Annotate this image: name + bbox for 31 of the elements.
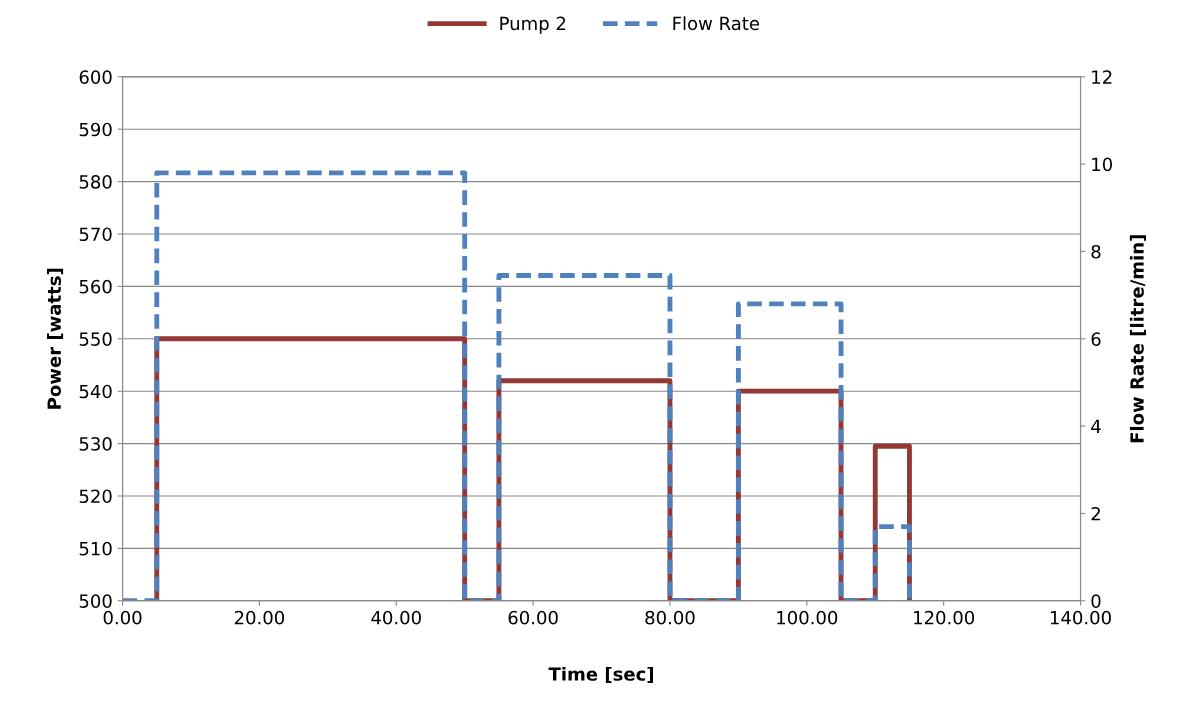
y-tick-label: 510: [79, 541, 112, 556]
y2-tick-label: 12: [1092, 70, 1112, 84]
y2-tick-label: 8: [1091, 244, 1101, 259]
x-axis-title: Time [sec]: [548, 666, 654, 683]
x-tick-label: 140.00: [1050, 610, 1111, 625]
legend-label: Flow Rate: [673, 16, 760, 31]
y-tick-label: 590: [79, 122, 112, 137]
y-tick-label: 570: [79, 227, 112, 242]
y-tick-label: 600: [79, 70, 112, 84]
y2-tick-label: 4: [1091, 419, 1101, 433]
x-tick-label: 80.00: [645, 610, 695, 625]
y-axis-title: Power [watts]: [47, 268, 64, 409]
x-tick-label: 0.00: [103, 610, 142, 625]
legend-label: Pump 2: [500, 16, 566, 34]
y2-axis-title: Flow Rate [litre/min]: [1129, 235, 1146, 443]
x-tick-label: 20.00: [234, 610, 285, 625]
y2-tick-label: 6: [1091, 332, 1101, 346]
y-tick-label: 500: [79, 594, 112, 608]
y-tick-label: 580: [79, 175, 112, 189]
y2-tick-label: 0: [1091, 594, 1101, 608]
y-tick-label: 520: [79, 489, 112, 504]
y-tick-label: 540: [79, 384, 112, 399]
y-tick-label: 560: [79, 279, 112, 294]
x-tick-label: 60.00: [508, 610, 558, 625]
y-tick-label: 550: [79, 332, 112, 346]
x-tick-label: 120.00: [914, 610, 975, 625]
x-tick-label: 40.00: [371, 610, 421, 625]
y-tick-label: 530: [79, 437, 112, 451]
y2-tick-label: 2: [1091, 506, 1100, 521]
x-tick-label: 100.00: [777, 610, 838, 625]
y2-tick-label: 10: [1092, 157, 1113, 172]
